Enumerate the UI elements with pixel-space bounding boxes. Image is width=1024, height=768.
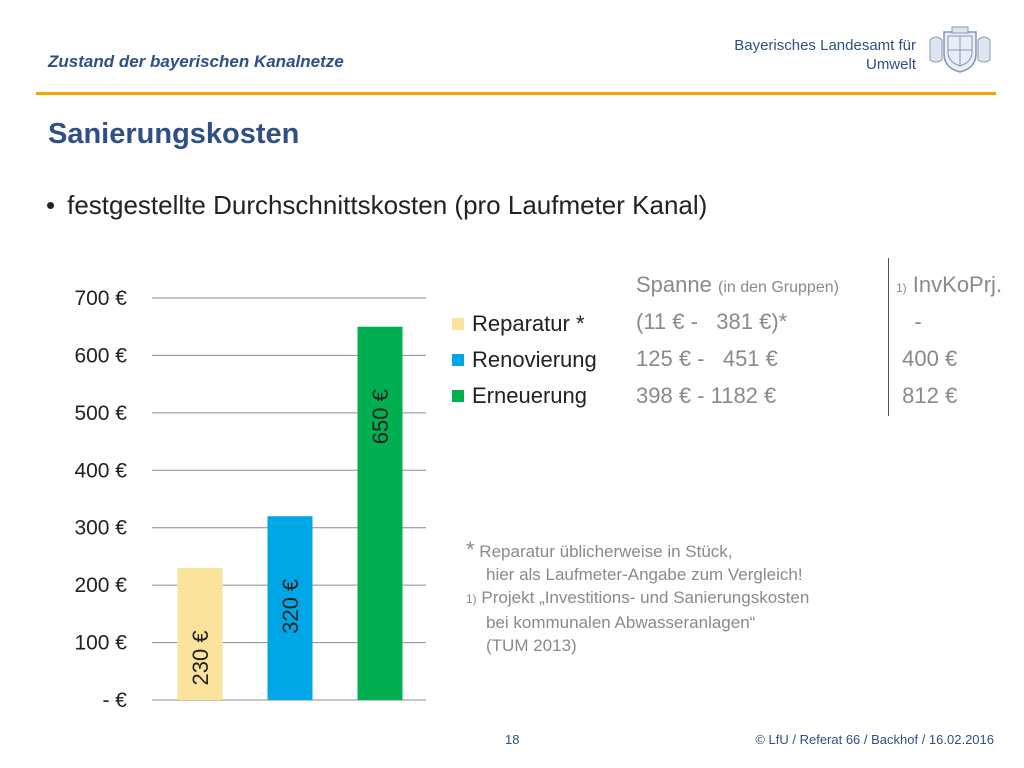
bar	[357, 326, 403, 700]
y-tick-label: 500 €	[74, 402, 127, 425]
data-label: 320 €	[278, 579, 303, 634]
footnote-text: Projekt „Investitions- und Sanierungskos…	[481, 588, 810, 607]
bar	[177, 567, 223, 700]
range-row-renovierung: 125 € - 451 €	[636, 346, 778, 371]
footnote-star: * Reparatur üblicherweise in Stück,	[466, 538, 809, 563]
footnote-1: 1) Projekt „Investitions- und Sanierungs…	[466, 586, 809, 611]
invkoprj-footnote-mark: 1)	[896, 281, 907, 295]
invkoprj-row-reparatur: -	[896, 303, 1002, 340]
footnote-text: hier als Laufmeter-Angabe zum Vergleich!	[486, 565, 803, 584]
y-tick-label: - €	[102, 689, 127, 712]
copyright-notice: © LfU / Referat 66 / Backhof / 16.02.201…	[755, 732, 994, 747]
bavarian-coat-of-arms-icon	[929, 26, 991, 73]
range-header-suffix: (in den Gruppen)	[717, 279, 839, 296]
legend-item-erneuerung: Erneuerung	[452, 378, 597, 414]
footnote-text: (TUM 2013)	[486, 636, 577, 655]
invkoprj-value: -	[914, 309, 922, 334]
y-tick-label: 100 €	[74, 632, 127, 655]
legend-item-renovierung: Renovierung	[452, 342, 597, 378]
y-tick-label: 600 €	[74, 344, 127, 367]
y-tick-label: 300 €	[74, 517, 127, 540]
footnote-star-mark: *	[466, 537, 475, 562]
data-label: 650 €	[368, 389, 393, 444]
footnote-1-mark: 1)	[466, 592, 477, 606]
page-number: 18	[505, 732, 520, 747]
range-table: Spanne (in den Gruppen) (11 € - 381 €)* …	[636, 266, 839, 414]
bullet-text: festgestellte Durchschnittskosten (pro L…	[67, 190, 708, 220]
bullet-point: • festgestellte Durchschnittskosten (pro …	[46, 190, 707, 221]
invkoprj-row-erneuerung: 812 €	[896, 377, 1002, 414]
chart-legend: Reparatur * Renovierung Erneuerung	[452, 306, 597, 414]
legend-swatch	[452, 318, 464, 330]
y-tick-label: 700 €	[74, 287, 127, 310]
invkoprj-header: 1) InvKoPrj.	[896, 266, 1002, 303]
bar	[267, 516, 313, 700]
legend-label: Renovierung	[472, 347, 597, 372]
table-divider	[888, 258, 889, 416]
footnote-text: Reparatur üblicherweise in Stück,	[479, 542, 733, 561]
y-tick-label: 400 €	[74, 459, 127, 482]
invkoprj-row-renovierung: 400 €	[896, 340, 1002, 377]
bullet-dot: •	[46, 190, 56, 220]
invkoprj-header-label: InvKoPrj.	[912, 272, 1003, 297]
footnote-text: bei kommunalen Abwasseranlagen“	[486, 613, 756, 632]
legend-swatch	[452, 390, 464, 402]
slide-title: Sanierungskosten	[48, 118, 300, 150]
data-label: 230 €	[188, 630, 213, 685]
header-divider	[36, 92, 996, 95]
agency-line-2: Umwelt	[865, 56, 916, 73]
agency-line-1: Bayerisches Landesamt für	[734, 37, 916, 54]
invkoprj-table: 1) InvKoPrj. - 400 € 812 €	[896, 266, 1002, 414]
header-title: Zustand der bayerischen Kanalnetze	[48, 52, 344, 71]
range-header: Spanne (in den Gruppen)	[636, 266, 839, 303]
footnotes: * Reparatur üblicherweise in Stück, hier…	[466, 538, 809, 657]
legend-item-reparatur: Reparatur *	[452, 306, 597, 342]
range-header-label: Spanne	[636, 272, 712, 297]
invkoprj-value: 812 €	[902, 383, 958, 408]
range-row-erneuerung: 398 € - 1182 €	[636, 383, 777, 408]
invkoprj-value: 400 €	[902, 346, 958, 371]
legend-swatch	[452, 354, 464, 366]
range-row-reparatur: (11 € - 381 €)*	[636, 309, 788, 334]
legend-label: Erneuerung	[472, 383, 587, 408]
agency-name: Bayerisches Landesamt für Umwelt	[734, 36, 916, 74]
legend-label: Reparatur *	[472, 311, 585, 336]
y-tick-label: 200 €	[74, 574, 127, 597]
